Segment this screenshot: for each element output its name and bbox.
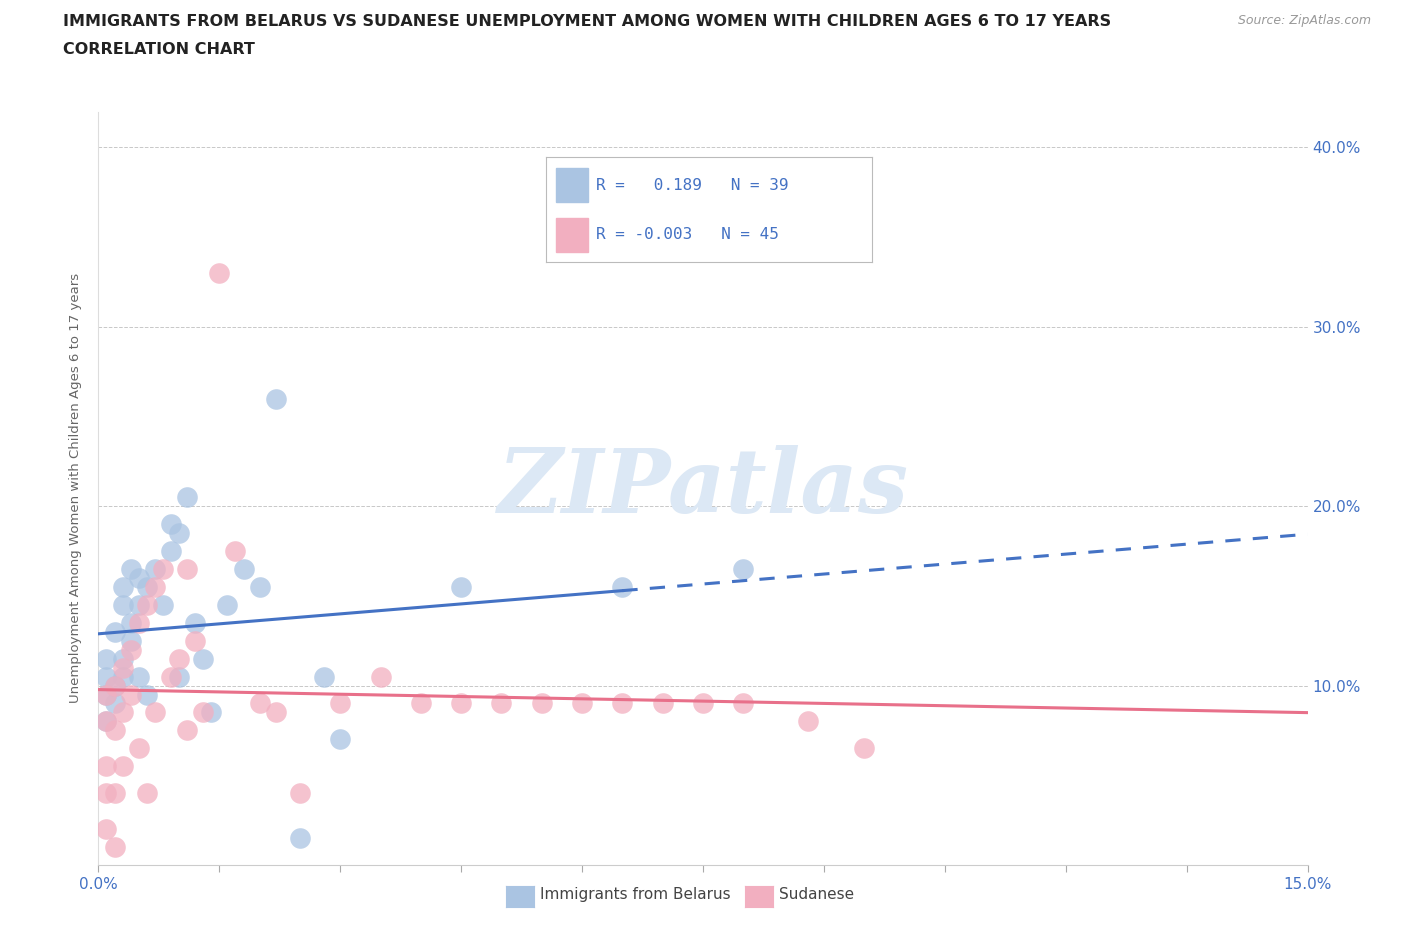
Point bbox=[111, 759, 134, 774]
Point bbox=[135, 579, 157, 594]
Point bbox=[208, 266, 231, 281]
Point bbox=[692, 696, 714, 711]
Point bbox=[853, 741, 876, 756]
Point bbox=[120, 616, 142, 631]
Point bbox=[143, 562, 166, 577]
Point bbox=[176, 562, 198, 577]
Point bbox=[103, 840, 125, 855]
Point bbox=[176, 490, 198, 505]
Point bbox=[160, 670, 183, 684]
Point bbox=[128, 570, 150, 585]
Point bbox=[111, 579, 134, 594]
Point bbox=[612, 696, 634, 711]
Point bbox=[571, 696, 593, 711]
Point bbox=[329, 732, 352, 747]
Point bbox=[96, 821, 118, 836]
Point bbox=[160, 517, 183, 532]
Text: ZIPatlas: ZIPatlas bbox=[498, 445, 908, 532]
Point bbox=[111, 670, 134, 684]
Point bbox=[96, 759, 118, 774]
Point bbox=[249, 579, 271, 594]
Point bbox=[143, 579, 166, 594]
Point bbox=[96, 670, 118, 684]
Point bbox=[797, 714, 820, 729]
Point bbox=[329, 696, 352, 711]
Point bbox=[111, 597, 134, 612]
Point bbox=[167, 651, 190, 666]
Point bbox=[217, 597, 239, 612]
Point bbox=[128, 597, 150, 612]
Point bbox=[530, 696, 553, 711]
Point bbox=[193, 705, 215, 720]
Point bbox=[111, 660, 134, 675]
Point bbox=[176, 723, 198, 737]
Text: IMMIGRANTS FROM BELARUS VS SUDANESE UNEMPLOYMENT AMONG WOMEN WITH CHILDREN AGES : IMMIGRANTS FROM BELARUS VS SUDANESE UNEM… bbox=[63, 14, 1111, 29]
Point bbox=[264, 705, 287, 720]
Point bbox=[120, 562, 142, 577]
Point bbox=[135, 687, 157, 702]
Point bbox=[120, 643, 142, 658]
Point bbox=[111, 651, 134, 666]
Y-axis label: Unemployment Among Women with Children Ages 6 to 17 years: Unemployment Among Women with Children A… bbox=[69, 273, 83, 703]
Point bbox=[651, 696, 673, 711]
Point bbox=[120, 633, 142, 648]
Point bbox=[103, 723, 125, 737]
Point bbox=[128, 670, 150, 684]
Text: Sudanese: Sudanese bbox=[779, 887, 853, 902]
Point bbox=[128, 616, 150, 631]
Point bbox=[733, 562, 755, 577]
Point bbox=[135, 786, 157, 801]
Point bbox=[409, 696, 432, 711]
Point bbox=[612, 579, 634, 594]
Point bbox=[264, 392, 287, 406]
Point bbox=[103, 678, 125, 693]
Point bbox=[491, 696, 513, 711]
Point bbox=[135, 597, 157, 612]
Point bbox=[733, 696, 755, 711]
Text: CORRELATION CHART: CORRELATION CHART bbox=[63, 42, 254, 57]
Point bbox=[160, 543, 183, 558]
Point bbox=[152, 597, 174, 612]
Point bbox=[120, 687, 142, 702]
Point bbox=[167, 670, 190, 684]
Point bbox=[232, 562, 254, 577]
Point bbox=[450, 696, 472, 711]
Point bbox=[184, 633, 207, 648]
Point bbox=[314, 670, 336, 684]
Point bbox=[103, 678, 125, 693]
Point bbox=[370, 670, 392, 684]
Point bbox=[193, 651, 215, 666]
Point bbox=[103, 624, 125, 639]
Point bbox=[200, 705, 222, 720]
Point bbox=[103, 786, 125, 801]
Text: Immigrants from Belarus: Immigrants from Belarus bbox=[540, 887, 731, 902]
Point bbox=[96, 687, 118, 702]
Point bbox=[152, 562, 174, 577]
Point bbox=[224, 543, 246, 558]
Point bbox=[167, 525, 190, 540]
Point bbox=[96, 687, 118, 702]
Point bbox=[96, 651, 118, 666]
Point bbox=[143, 705, 166, 720]
Point bbox=[111, 705, 134, 720]
Point bbox=[96, 714, 118, 729]
Point bbox=[249, 696, 271, 711]
Point bbox=[128, 741, 150, 756]
Point bbox=[96, 786, 118, 801]
Point bbox=[288, 830, 311, 845]
Text: Source: ZipAtlas.com: Source: ZipAtlas.com bbox=[1237, 14, 1371, 27]
Point bbox=[96, 714, 118, 729]
Point bbox=[450, 579, 472, 594]
Point bbox=[103, 696, 125, 711]
Point bbox=[288, 786, 311, 801]
Point bbox=[184, 616, 207, 631]
